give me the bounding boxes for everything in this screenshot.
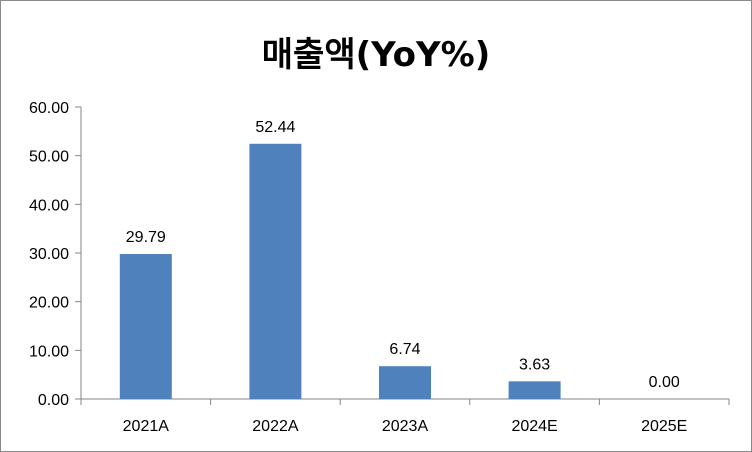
- y-tick-label: 60.00: [29, 100, 69, 117]
- data-label-2021A: 29.79: [126, 229, 166, 246]
- y-tick-label: 0.00: [38, 392, 69, 409]
- data-label-2022A: 52.44: [255, 119, 295, 136]
- y-tick-label: 40.00: [29, 197, 69, 214]
- y-axis-ticks: 0.00 10.00 20.00 30.00 40.00 50.00 60.00: [29, 100, 81, 409]
- x-tick-label-2021A: 2021A: [123, 418, 170, 435]
- bar-2022A: [249, 143, 302, 399]
- y-tick-label: 50.00: [29, 149, 69, 166]
- y-tick-label: 30.00: [29, 246, 69, 263]
- x-tick-label-2025E: 2025E: [641, 418, 687, 435]
- bar-2021A: [119, 254, 172, 399]
- data-label-2025E: 0.00: [649, 374, 680, 391]
- bar-2024E: [508, 381, 561, 399]
- y-tick-label: 20.00: [29, 295, 69, 312]
- chart-title: 매출액(YoY%): [261, 35, 491, 75]
- x-axis-ticks: 2021A 2022A 2023A 2024E 2025E: [80, 399, 730, 435]
- x-tick-label-2024E: 2024E: [511, 418, 557, 435]
- bar-series: [119, 143, 561, 399]
- x-tick-label-2023A: 2023A: [382, 418, 429, 435]
- data-labels: 29.79 52.44 6.74 3.63 0.00: [126, 119, 680, 391]
- bar-2023A: [379, 366, 431, 399]
- data-label-2024E: 3.63: [519, 356, 550, 373]
- x-tick-label-2022A: 2022A: [252, 418, 299, 435]
- y-tick-label: 10.00: [29, 343, 69, 360]
- data-label-2023A: 6.74: [389, 341, 420, 358]
